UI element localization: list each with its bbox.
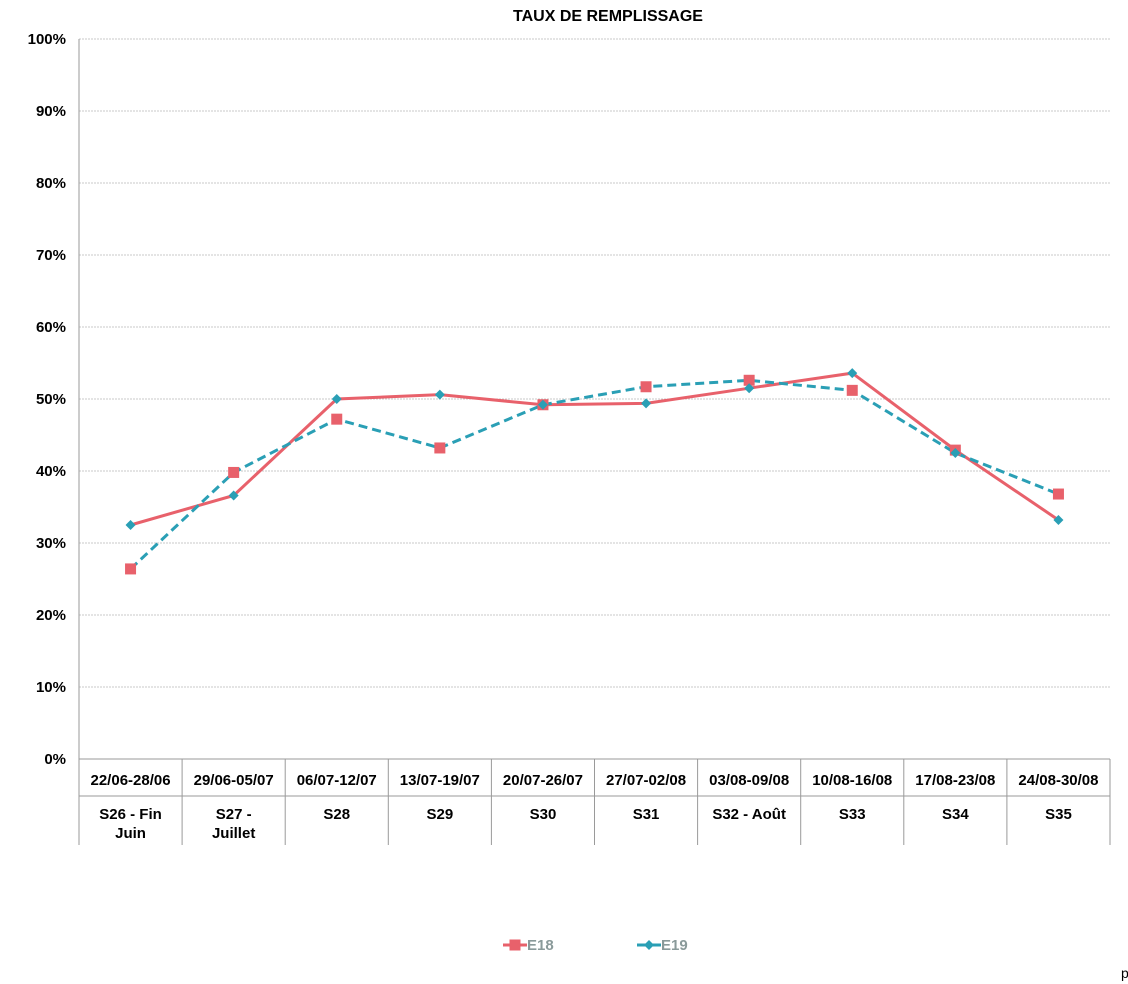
data-point-e18 — [743, 374, 755, 386]
stray-text: p — [1121, 965, 1128, 981]
chart-title: TAUX DE REMPLISSAGE — [513, 8, 703, 25]
x-tick-label-date: 10/08-16/08 — [812, 772, 892, 789]
x-tick-label-week: Juillet — [212, 825, 255, 842]
data-point-e19 — [847, 368, 858, 379]
y-tick-label: 40% — [36, 463, 66, 480]
x-tick-label-date: 17/08-23/08 — [915, 772, 995, 789]
series-markers — [125, 368, 1064, 575]
x-tick-label-week: S32 - Août — [712, 806, 786, 823]
x-axis: 22/06-28/06 S26 - Fin Juin 29/06-05/07 S27 -… — [78, 39, 1111, 845]
data-point-e18 — [1052, 488, 1064, 500]
x-tick-label-date: 27/07-02/08 — [606, 772, 686, 789]
data-point-e19 — [125, 520, 136, 530]
data-point-e19 — [641, 398, 652, 409]
y-tick-label: 30% — [36, 535, 66, 552]
legend-label-e19: E19 — [661, 937, 688, 954]
data-point-e19 — [434, 389, 445, 400]
y-tick-label: 50% — [36, 391, 66, 408]
data-point-e18 — [640, 381, 652, 393]
y-tick-label: 100% — [28, 31, 66, 48]
y-tick-label: 0% — [44, 751, 66, 768]
data-point-e18 — [434, 442, 446, 454]
series-line-e18 — [130, 371, 1060, 527]
x-tick-label-week: S27 - — [216, 806, 252, 823]
data-point-e18 — [125, 563, 137, 575]
x-tick-label-week: S35 — [1045, 806, 1072, 823]
y-axis-ticks: 0% 10% 20% 30% 40% 50% 60% 70% 80% 90% 100% — [28, 31, 66, 768]
data-point-e18 — [331, 413, 343, 425]
x-tick-label-week: S28 — [323, 806, 350, 823]
legend: E18 E19 — [503, 937, 688, 954]
x-tick-label-week: S31 — [633, 806, 660, 823]
y-tick-label: 80% — [36, 175, 66, 192]
x-tick-label-date: 22/06-28/06 — [91, 772, 171, 789]
series-lines — [129, 371, 1060, 571]
data-point-e19 — [950, 448, 961, 458]
x-tick-label-date: 24/08-30/08 — [1018, 772, 1098, 789]
x-tick-label-week: S34 — [942, 806, 969, 823]
x-tick-label-date: 03/08-09/08 — [709, 772, 789, 789]
x-tick-label-date: 06/07-12/07 — [297, 772, 377, 789]
gridlines — [79, 38, 1110, 760]
data-point-e18 — [846, 384, 858, 396]
data-point-e19 — [228, 490, 239, 501]
series-line-e19 — [129, 378, 1060, 571]
data-point-e19 — [744, 383, 755, 394]
y-tick-label: 90% — [36, 103, 66, 120]
data-point-e18 — [228, 466, 240, 478]
y-tick-label: 60% — [36, 319, 66, 336]
y-tick-label: 20% — [36, 607, 66, 624]
x-tick-label-week: S26 - Fin — [99, 806, 162, 823]
x-tick-label-week: S29 — [426, 806, 453, 823]
legend-marker-e18 — [509, 939, 521, 951]
data-point-e19 — [1053, 514, 1064, 525]
legend-marker-e19 — [644, 940, 654, 950]
legend-label-e18: E18 — [527, 937, 554, 954]
y-tick-label: 10% — [36, 679, 66, 696]
x-tick-label-date: 20/07-26/07 — [503, 772, 583, 789]
x-tick-label-date: 29/06-05/07 — [194, 772, 274, 789]
data-point-e19 — [331, 394, 342, 404]
x-tick-label-week: S30 — [530, 806, 557, 823]
x-tick-label-week: Juin — [115, 825, 146, 842]
x-tick-label-week: S33 — [839, 806, 866, 823]
data-point-e19 — [537, 399, 548, 410]
y-tick-label: 70% — [36, 247, 66, 264]
x-tick-label-date: 13/07-19/07 — [400, 772, 480, 789]
